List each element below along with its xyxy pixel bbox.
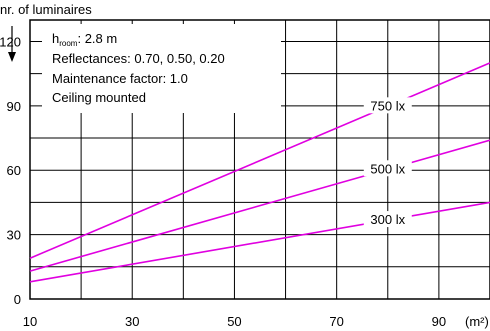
x-axis-unit: (m²) [465,314,489,329]
series-label-background [363,97,412,114]
mounting-text: Ceiling mounted [52,90,146,105]
down-arrow-icon [8,26,16,62]
series-label: 300 lx [370,212,405,227]
series-label-background [363,211,412,228]
x-tick-label: 30 [125,314,139,329]
room-height-prefix: h [52,31,59,46]
y-axis-title: nr. of luminaires [0,2,92,17]
series-line-300-lx [29,201,490,283]
info-box: hroom: 2.8 m Reflectances: 0.70, 0.50, 0… [42,24,281,113]
room-height-sub: room [59,39,78,48]
series-label: 750 lx [370,98,405,113]
x-tick-label: 70 [329,314,343,329]
y-tick-label: 30 [7,228,21,243]
y-tick-label: 60 [7,163,21,178]
y-tick-labels: 0 30 60 90 120 [0,34,21,307]
x-tick-label: 50 [227,314,241,329]
series-label-background [363,160,412,177]
maintenance-text: Maintenance factor: 1.0 [52,71,188,86]
y-tick-label: 120 [0,34,21,49]
y-tick-label: 0 [14,292,21,307]
reflectances-text: Reflectances: 0.70, 0.50, 0.20 [52,51,225,66]
room-height-value: : 2.8 m [77,31,117,46]
series-label: 500 lx [370,161,405,176]
series-line-750-lx [29,62,490,259]
series-labels: 750 lx 500 lx 300 lx [363,97,412,228]
x-tick-labels: 10 30 50 70 90 [23,314,446,329]
series-line-500-lx [29,139,490,272]
y-tick-label: 90 [7,99,21,114]
svg-text:hroom: 2.8 m: hroom: 2.8 m [52,31,117,48]
x-tick-label: 10 [23,314,37,329]
series-lines [29,62,490,283]
plot-frame [29,19,490,300]
x-tick-label: 90 [432,314,446,329]
